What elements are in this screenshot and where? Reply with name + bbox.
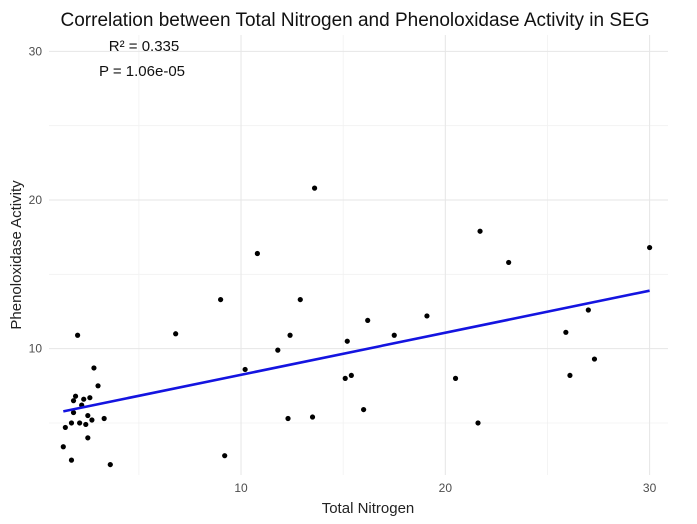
data-point	[361, 406, 367, 413]
data-point	[254, 250, 260, 257]
x-axis-title: Total Nitrogen	[322, 500, 415, 517]
data-point	[567, 372, 573, 379]
data-point	[297, 296, 303, 303]
data-point	[647, 244, 653, 251]
data-point	[70, 398, 77, 404]
data-point	[218, 296, 224, 303]
data-point	[242, 366, 248, 373]
data-point	[70, 409, 77, 416]
x-tick-label: 10	[234, 481, 248, 495]
data-point	[391, 332, 397, 338]
data-point	[60, 444, 66, 450]
data-point	[72, 393, 79, 399]
data-point	[285, 415, 291, 422]
data-points	[60, 185, 653, 468]
data-point	[591, 356, 598, 362]
minor-gridlines	[49, 35, 668, 475]
regression-line-group	[63, 289, 650, 413]
y-tick-label: 20	[29, 193, 43, 207]
data-point	[342, 375, 348, 381]
data-point	[424, 313, 430, 319]
x-axis-tick-labels: 10 20 30	[234, 481, 656, 495]
data-point	[477, 228, 483, 234]
data-point	[101, 415, 107, 422]
data-point	[222, 453, 228, 459]
data-point	[173, 331, 179, 337]
data-point	[81, 396, 87, 402]
data-point	[344, 338, 350, 344]
data-point	[275, 347, 281, 353]
data-point	[475, 420, 481, 426]
data-point	[107, 461, 113, 468]
data-point	[68, 457, 75, 463]
y-axis-tick-labels: 10 20 30	[29, 44, 43, 355]
data-point	[309, 414, 316, 420]
major-gridlines	[49, 35, 668, 475]
x-tick-label: 30	[643, 481, 657, 495]
data-point	[585, 307, 591, 313]
data-point	[365, 317, 371, 324]
regression-line	[63, 289, 650, 413]
r-squared-annotation: R² = 0.335	[109, 38, 179, 55]
data-point	[85, 435, 91, 441]
data-point	[75, 332, 81, 338]
data-point	[348, 372, 354, 379]
data-point	[62, 424, 68, 431]
data-point	[77, 420, 83, 426]
p-value-annotation: P = 1.06e-05	[99, 63, 185, 80]
data-point	[311, 185, 318, 191]
data-point	[287, 332, 293, 338]
y-tick-label: 10	[29, 342, 43, 356]
data-point	[563, 329, 569, 335]
data-point	[87, 395, 93, 401]
y-tick-label: 30	[29, 44, 43, 58]
data-point	[95, 383, 101, 389]
data-point	[506, 259, 512, 266]
chart-title: Correlation between Total Nitrogen and P…	[61, 10, 650, 31]
x-tick-label: 20	[439, 481, 453, 495]
data-point	[85, 412, 91, 419]
data-point	[68, 420, 75, 426]
data-point	[452, 375, 459, 381]
data-point	[83, 421, 89, 428]
y-axis-title: Phenoloxidase Activity	[8, 180, 25, 330]
data-point	[91, 365, 97, 371]
data-point	[89, 417, 95, 423]
